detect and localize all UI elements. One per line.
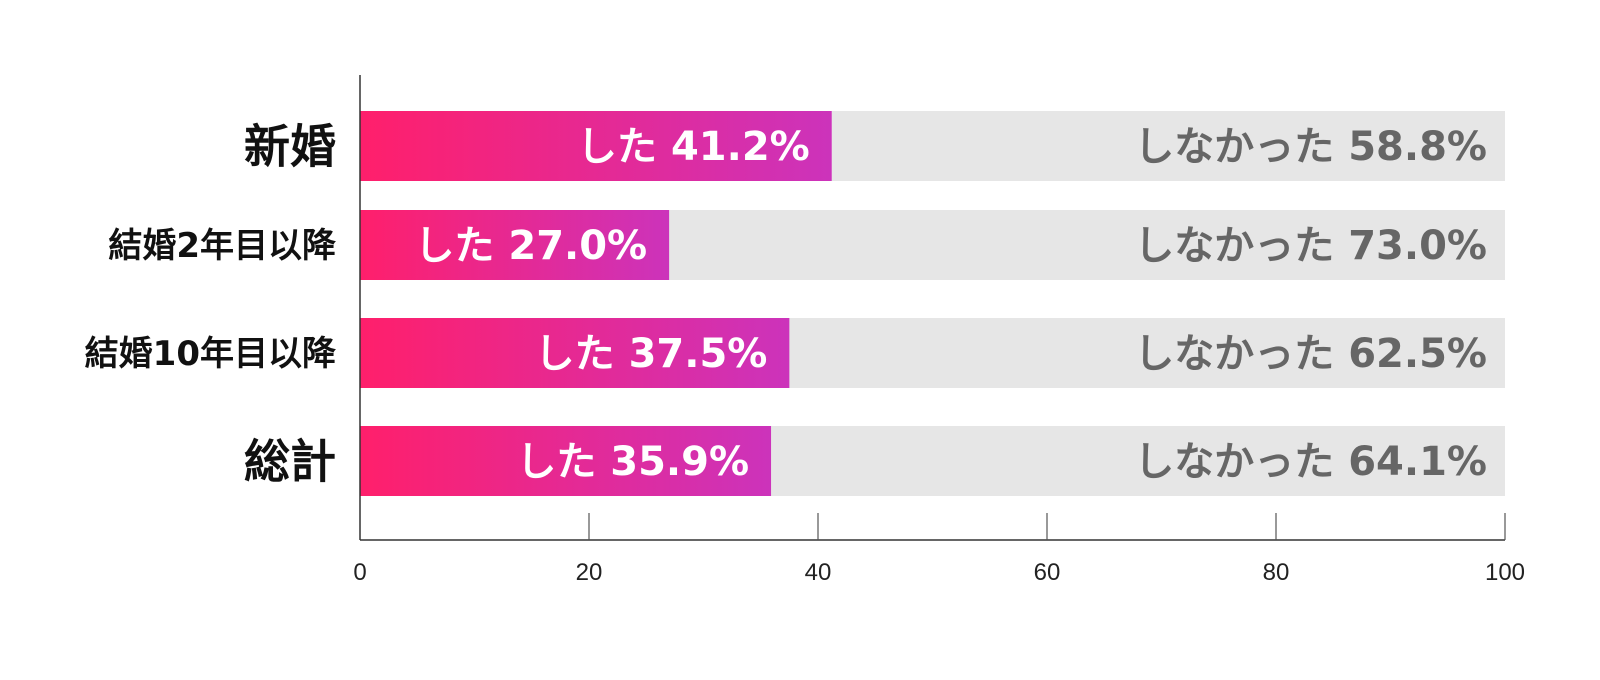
category-label-0: 新婚 xyxy=(244,120,336,174)
x-tick-label-1: 20 xyxy=(576,559,603,586)
bar-yes-2 xyxy=(360,318,790,388)
bar-no-0 xyxy=(831,111,1505,181)
bar-yes-label-1: した 27.0% xyxy=(414,223,647,269)
bar-no-1 xyxy=(669,210,1505,280)
bar-yes-0 xyxy=(360,111,832,181)
bar-no-label-0: しなかった 58.8% xyxy=(1134,124,1487,170)
category-label-3: 総計 xyxy=(244,435,336,489)
bar-yes-label-2: した 37.5% xyxy=(535,331,768,377)
axis-layer xyxy=(359,75,1506,541)
bar-no-label-2: しなかった 62.5% xyxy=(1134,331,1487,377)
bar-yes-label-0: した 41.2% xyxy=(577,124,810,170)
x-tick-label-4: 80 xyxy=(1263,559,1290,586)
x-tick-label-2: 40 xyxy=(805,559,832,586)
bar-no-label-3: しなかった 64.1% xyxy=(1134,439,1487,485)
bar-no-3 xyxy=(771,426,1505,496)
category-label-1: 結婚2年目以降 xyxy=(108,226,337,266)
category-label-2: 結婚10年目以降 xyxy=(85,334,337,374)
bar-yes-1 xyxy=(360,210,670,280)
bars-layer xyxy=(360,111,1505,496)
bar-no-label-1: しなかった 73.0% xyxy=(1134,223,1487,269)
bar-yes-label-3: した 35.9% xyxy=(516,439,749,485)
x-tick-label-0: 0 xyxy=(353,559,366,586)
bar-no-2 xyxy=(789,318,1505,388)
bar-yes-3 xyxy=(360,426,772,496)
x-tick-label-5: 100 xyxy=(1485,559,1525,586)
x-tick-label-3: 60 xyxy=(1034,559,1061,586)
